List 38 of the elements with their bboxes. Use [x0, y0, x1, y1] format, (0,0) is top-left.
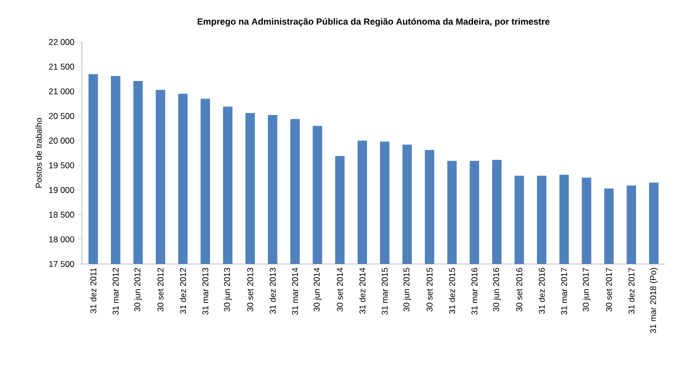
- y-tick-label: 19 500: [49, 162, 74, 168]
- x-tick-label: 30 set 2012: [157, 268, 164, 312]
- y-tick-label: 18 500: [49, 212, 74, 218]
- x-tick-label: 30 jun 2016: [492, 268, 501, 312]
- x-tick-label: 31 mar 2018 (Po): [650, 268, 658, 334]
- x-tick-label: 30 set 2015: [426, 268, 433, 312]
- y-axis-title: Postos de trabalho: [36, 118, 42, 188]
- x-tick-label: 30 jun 2013: [224, 268, 232, 312]
- x-tick-label: 31 dez 2014: [359, 268, 366, 314]
- x-tick-label: 31 dez 2012: [180, 268, 186, 314]
- x-tick-label: 31 mar 2015: [382, 268, 388, 315]
- x-tick-label: 30 set 2017: [606, 268, 612, 312]
- x-tick-label: 31 mar 2014: [292, 268, 298, 315]
- y-tick-label: 20 500: [49, 113, 74, 119]
- x-tick-label: 30 set 2014: [336, 268, 343, 312]
- x-tick-label: 31 dez 2011: [90, 268, 96, 314]
- y-tick-label: 19 000: [49, 187, 74, 193]
- x-tick-label: 30 jun 2012: [134, 268, 142, 312]
- y-tick-label: 22 000: [49, 39, 74, 45]
- x-tick-label: 31 mar 2012: [112, 268, 119, 315]
- x-tick-label: 31 dez 2015: [448, 268, 456, 314]
- x-tick-label: 30 set 2016: [516, 268, 522, 312]
- y-tick-label: 21 000: [49, 88, 74, 94]
- y-tick-label: 17 500: [49, 261, 74, 267]
- x-tick-label: 31 mar 2016: [471, 268, 478, 315]
- y-tick-label: 20 000: [49, 138, 74, 144]
- x-tick-label: 30 jun 2014: [313, 268, 322, 312]
- x-tick-label: 30 jun 2017: [582, 268, 590, 312]
- y-tick-label: 21 500: [49, 64, 74, 70]
- x-tick-label: 30 set 2013: [247, 268, 254, 312]
- x-tick-label: 31 mar 2017: [561, 268, 568, 315]
- x-tick-label: 31 dez 2017: [628, 268, 634, 314]
- x-tick-label: 30 jun 2015: [403, 268, 412, 312]
- x-tick-label: 31 dez 2016: [538, 268, 545, 314]
- chart-title: Emprego na Administração Pública da Região Autónoma da Madeira, por trimestre: [198, 18, 550, 27]
- x-tick-label: 31 dez 2013: [269, 268, 276, 314]
- x-tick-label: 31 mar 2013: [202, 268, 208, 315]
- y-tick-label: 18 000: [49, 236, 74, 242]
